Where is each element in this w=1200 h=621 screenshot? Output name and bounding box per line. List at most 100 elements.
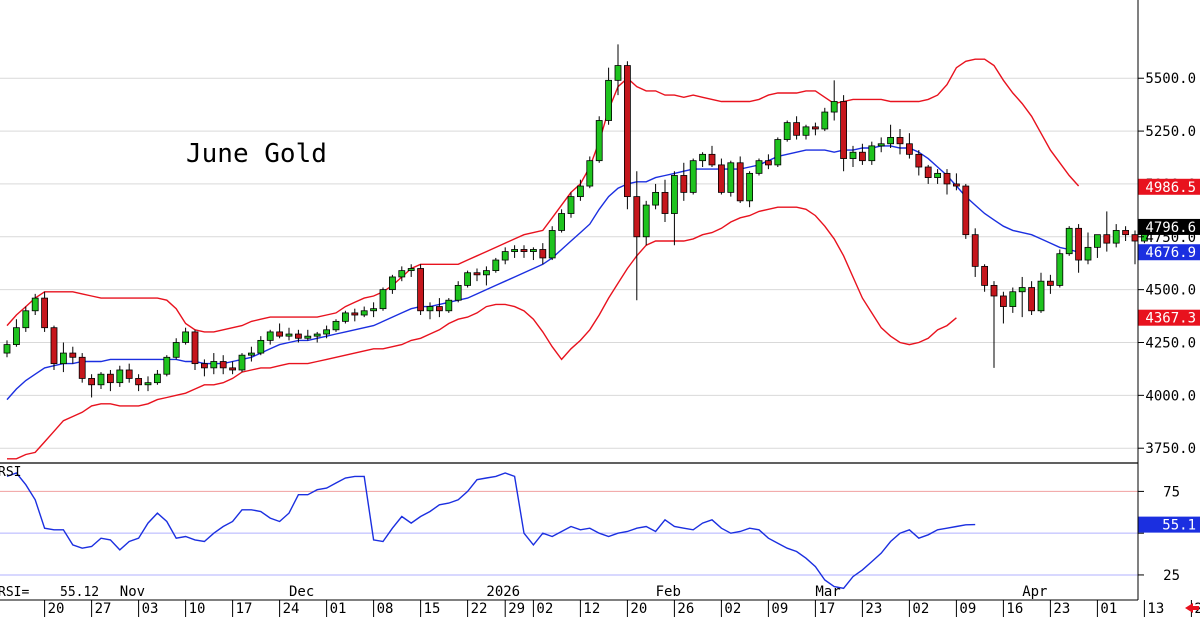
candle [69, 346, 77, 364]
candle [849, 145, 857, 168]
candle [50, 325, 58, 370]
candle-body-up [60, 352, 67, 365]
candle [1094, 234, 1101, 258]
candle-body-up [671, 175, 678, 214]
candle [652, 183, 659, 210]
candle-body-up [116, 369, 124, 384]
candle [370, 302, 378, 318]
candle [182, 327, 190, 345]
candle-body-up [530, 249, 537, 252]
candle [783, 120, 791, 142]
candle-body-up [755, 160, 763, 174]
candle-body-up [652, 191, 659, 206]
x-day-label: 16 [1006, 601, 1023, 617]
candle-body-up [492, 259, 500, 272]
candle-body-up [182, 331, 190, 343]
upper-band-line [6, 58, 1080, 333]
candle-body-up [783, 122, 791, 140]
candle [313, 331, 321, 343]
y-tick-label: 3750.0 [1145, 441, 1196, 457]
candle [388, 274, 396, 294]
x-day-label: 26 [677, 601, 694, 617]
y-tick-label: 4250.0 [1145, 335, 1196, 351]
candle [266, 329, 274, 345]
price-tag-label: 4367.3 [1145, 311, 1196, 327]
candle-body-up [379, 289, 387, 310]
price-grid [0, 77, 1138, 449]
candle [1075, 224, 1082, 273]
x-day-label: 20 [48, 601, 65, 617]
candle-body-down [1122, 230, 1129, 236]
candle-body-down [473, 272, 481, 276]
candle-body-down [50, 327, 58, 365]
rsi-tag-label: 55.1 [1162, 518, 1196, 534]
candle-body-down [1131, 234, 1139, 242]
candle [454, 281, 462, 303]
candle-body-up [482, 270, 490, 276]
x-month-label: Mar [815, 584, 840, 600]
candle [943, 169, 951, 195]
candle-body-up [511, 249, 519, 252]
candle-body-up [887, 137, 894, 145]
candle-body-down [41, 297, 48, 329]
candle [699, 152, 706, 168]
candle-body-down [765, 160, 772, 166]
candle-body-down [78, 356, 86, 379]
candle-body-up [3, 344, 11, 354]
price-tags: 4986.5 4796.6 4676.9 4367.3 [1138, 178, 1200, 327]
x-day-label: 03 [142, 601, 159, 617]
candle [417, 264, 425, 316]
lower-band-line [7, 206, 957, 460]
candle-body-down [971, 234, 979, 267]
candle [219, 355, 227, 375]
candle [31, 293, 39, 316]
x-day-label: 01 [1100, 601, 1117, 617]
candle [793, 116, 800, 140]
candle-body-up [501, 251, 509, 261]
candle [276, 323, 284, 339]
candle-body-up [699, 153, 706, 162]
candle-body-down [624, 65, 631, 198]
x-day-label: 22 [471, 601, 488, 617]
candle [200, 359, 208, 377]
candle [407, 264, 415, 277]
candle-body-up [341, 312, 349, 322]
price-tag-label: 4986.5 [1145, 180, 1196, 196]
candle-body-up [1037, 280, 1045, 312]
candle-body-down [417, 268, 425, 312]
price-tag-bg [1138, 178, 1200, 195]
candle [3, 340, 11, 358]
candle-body-down [435, 306, 443, 312]
candle-body-up [31, 297, 39, 312]
candle [971, 228, 979, 277]
candle [661, 179, 669, 222]
candle [981, 264, 988, 292]
candle [708, 145, 716, 168]
candle [332, 319, 340, 332]
candle-body-up [407, 268, 415, 272]
candle [614, 44, 622, 96]
x-day-label: 15 [424, 601, 441, 617]
candle-body-down [896, 137, 904, 145]
candle [877, 137, 885, 153]
scroll-left-arrow-icon[interactable] [1185, 603, 1199, 613]
candle [840, 95, 847, 172]
candle [934, 169, 941, 184]
y-tick-label: 4000.0 [1145, 388, 1196, 404]
candle-body-down [661, 191, 669, 214]
candle [60, 342, 67, 373]
rsi-tick-label: 25 [1163, 568, 1180, 584]
candle [482, 266, 490, 286]
candle-body-up [445, 299, 453, 312]
candle [435, 298, 443, 318]
candle [464, 270, 472, 288]
candle-body-down [135, 378, 143, 386]
candle-body-up [210, 361, 218, 369]
candle [1028, 281, 1035, 316]
candle-body-down [276, 331, 284, 337]
candle [41, 291, 48, 332]
candle [88, 374, 95, 398]
candle-body-up [774, 139, 782, 166]
candle-body-down [88, 378, 95, 386]
